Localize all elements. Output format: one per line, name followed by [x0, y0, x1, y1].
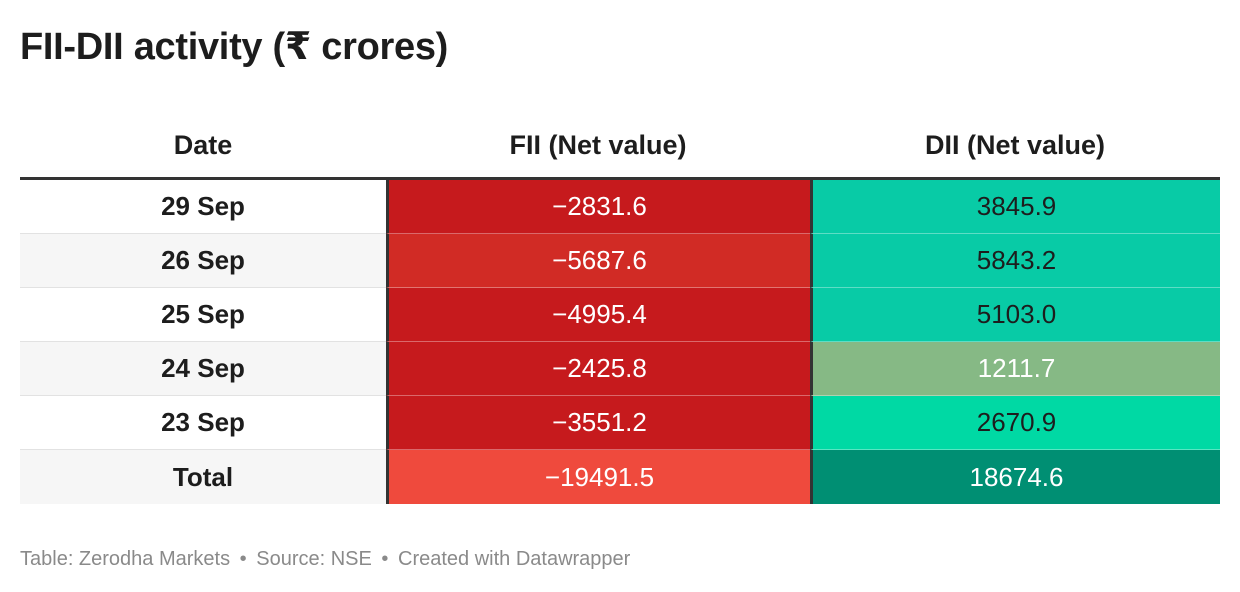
separator-dot: • — [239, 548, 247, 570]
dii-value-cell: 5103.0 — [810, 288, 1220, 342]
table-row: 26 Sep −5687.6 5843.2 — [20, 234, 1220, 288]
fii-value-cell: −2831.6 — [386, 180, 810, 234]
fii-value-cell: −4995.4 — [386, 288, 810, 342]
source-credit: Source: NSE — [256, 548, 372, 570]
total-label: Total — [20, 450, 386, 504]
table-row: 25 Sep −4995.4 5103.0 — [20, 288, 1220, 342]
dii-total-cell: 18674.6 — [810, 450, 1220, 504]
fii-value-cell: −2425.8 — [386, 342, 810, 396]
footer-credits: Table: Zerodha Markets • Source: NSE • C… — [20, 545, 630, 573]
dii-value-cell: 1211.7 — [810, 342, 1220, 396]
date-cell: 23 Sep — [20, 396, 386, 450]
fii-total-cell: −19491.5 — [386, 450, 810, 504]
total-row: Total −19491.5 18674.6 — [20, 450, 1220, 504]
header-date[interactable]: Date — [173, 129, 233, 160]
date-cell: 26 Sep — [20, 234, 386, 288]
dii-value-cell: 2670.9 — [810, 396, 1220, 450]
table-row: 23 Sep −3551.2 2670.9 — [20, 396, 1220, 450]
date-cell: 24 Sep — [20, 342, 386, 396]
fii-dii-table: Date FII (Net value) DII (Net value) 29 … — [20, 113, 1220, 504]
datawrapper-link[interactable]: Created with Datawrapper — [398, 548, 631, 570]
separator-dot: • — [381, 548, 389, 570]
header-fii[interactable]: FII (Net value) — [509, 129, 687, 160]
table-header-row: Date FII (Net value) DII (Net value) — [20, 113, 1220, 180]
dii-value-cell: 3845.9 — [810, 180, 1220, 234]
dii-value-cell: 5843.2 — [810, 234, 1220, 288]
table-title: FII-DII activity (₹ crores) — [20, 26, 449, 68]
header-dii[interactable]: DII (Net value) — [924, 129, 1106, 160]
table-row: 29 Sep −2831.6 3845.9 — [20, 180, 1220, 234]
date-cell: 29 Sep — [20, 180, 386, 234]
table-credit: Table: Zerodha Markets — [20, 548, 231, 570]
fii-value-cell: −3551.2 — [386, 396, 810, 450]
fii-value-cell: −5687.6 — [386, 234, 810, 288]
date-cell: 25 Sep — [20, 288, 386, 342]
table-row: 24 Sep −2425.8 1211.7 — [20, 342, 1220, 396]
